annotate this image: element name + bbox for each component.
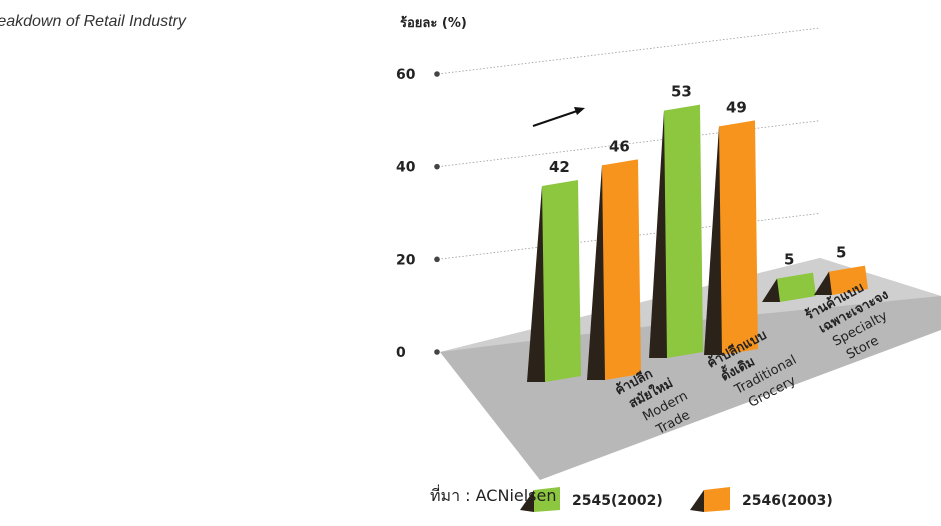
y-axis-label: ร้อยละ (%) xyxy=(400,15,467,31)
trend-arrow xyxy=(532,107,585,127)
bar-shadow xyxy=(649,110,667,359)
bar-face xyxy=(542,180,581,382)
value-label-6: 5 xyxy=(836,244,846,262)
chart-title: reakdown of Retail Industry xyxy=(0,13,186,30)
legend-swatch xyxy=(534,487,560,512)
y-tick-dot-60 xyxy=(434,71,440,77)
value-label-3: 53 xyxy=(671,83,692,101)
bars xyxy=(527,104,868,382)
legend: 2545(2002) 2546(2003) xyxy=(520,487,833,512)
y-tick-label-60: 60 xyxy=(396,67,416,83)
bar-2 xyxy=(587,159,641,380)
legend-label: 2545(2002) xyxy=(572,493,663,509)
legend-item-1: 2545(2002) xyxy=(520,487,663,512)
bar-face xyxy=(602,159,641,380)
bar-face xyxy=(777,272,816,302)
gridline-60 xyxy=(437,27,821,75)
bar-1 xyxy=(527,180,581,382)
bar-face xyxy=(664,104,703,359)
bar-5 xyxy=(762,272,816,302)
bar-shadow xyxy=(814,271,832,295)
source-note: ที่มา : ACNielsen xyxy=(430,486,557,505)
legend-swatch-shadow xyxy=(690,490,704,512)
bar-face xyxy=(829,265,868,295)
y-ticks: 0 20 40 60 xyxy=(396,67,440,361)
y-tick-dot-40 xyxy=(434,163,440,170)
bar-shadow xyxy=(587,165,605,380)
bar-shadow xyxy=(527,186,545,382)
value-label-4: 49 xyxy=(726,98,747,116)
bar-6 xyxy=(814,265,868,295)
bar-3 xyxy=(649,104,703,359)
legend-swatch-shadow xyxy=(520,490,534,512)
chart-floor xyxy=(440,258,941,480)
value-label-5: 5 xyxy=(784,251,794,269)
gridline-20 xyxy=(437,212,821,260)
bar-shadow xyxy=(704,126,722,355)
y-tick-dot-0 xyxy=(434,349,440,355)
bar-shadow xyxy=(762,278,780,302)
value-labels: 42 46 53 49 5 5 xyxy=(549,83,846,269)
legend-swatch xyxy=(704,487,730,512)
gridlines xyxy=(437,27,821,260)
y-tick-label-20: 20 xyxy=(396,252,416,268)
bar-4 xyxy=(704,120,758,355)
y-tick-label-40: 40 xyxy=(396,160,416,176)
legend-item-2: 2546(2003) xyxy=(690,487,833,512)
y-tick-label-0: 0 xyxy=(396,345,406,361)
gridline-40 xyxy=(437,120,821,168)
y-tick-dot-20 xyxy=(434,256,440,263)
legend-label: 2546(2003) xyxy=(742,493,833,509)
value-label-1: 42 xyxy=(549,158,570,176)
value-label-2: 46 xyxy=(609,137,630,155)
bar-face xyxy=(719,120,758,355)
